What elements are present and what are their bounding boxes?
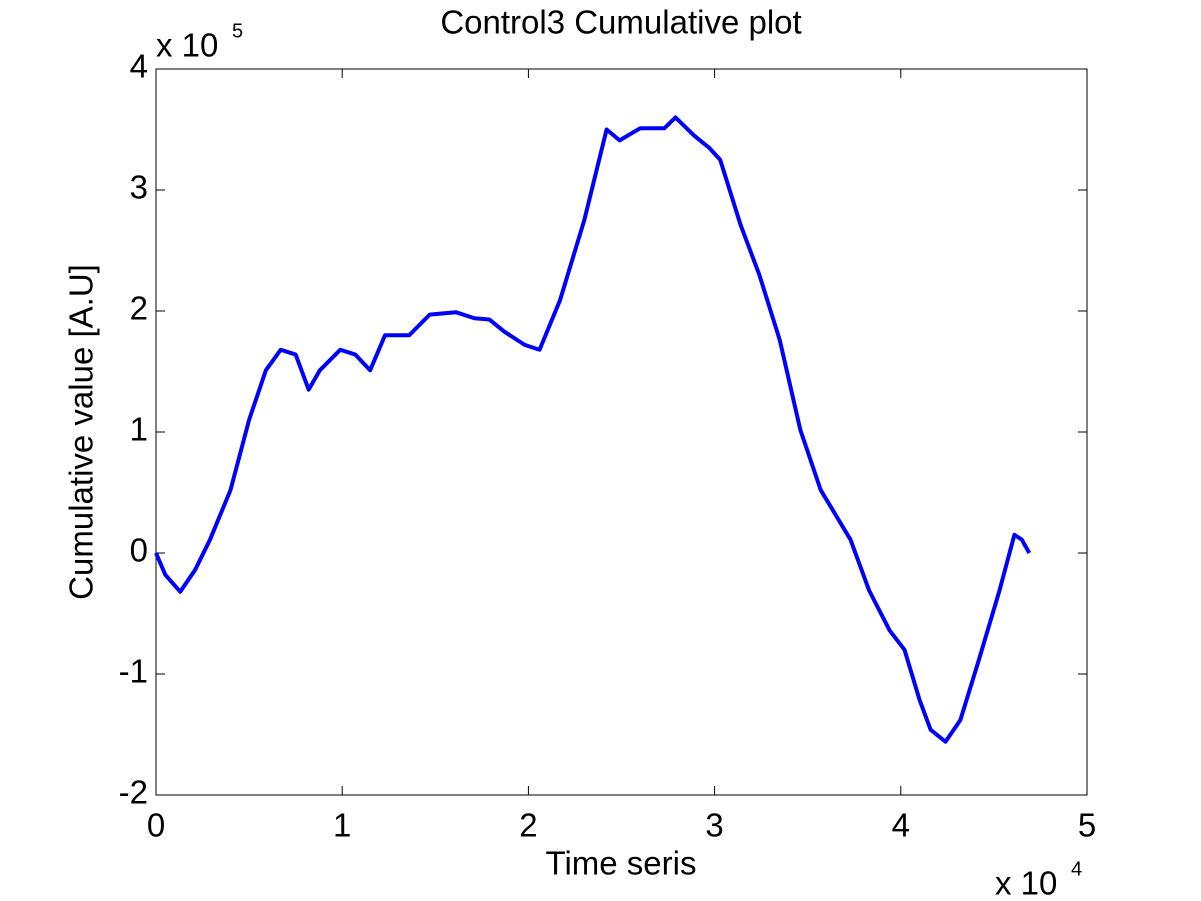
y-tick-label: 3 (130, 169, 148, 206)
x-tick-label: 5 (1078, 807, 1096, 844)
y-tick-label: 1 (130, 411, 148, 448)
y-tick-label: 2 (130, 290, 148, 327)
y-tick-label: -1 (119, 653, 148, 690)
x-multiplier: x 10 (995, 865, 1057, 901)
y-axis-label: Cumulative value [A.U] (63, 264, 100, 600)
x-axis-label: Time seris (546, 845, 697, 882)
chart-title: Control3 Cumulative plot (440, 4, 801, 41)
plot-frame (155, 68, 1088, 796)
x-tick-label: 1 (333, 807, 351, 844)
x-tick-label: 4 (892, 807, 910, 844)
y-multiplier: x 10 (156, 27, 218, 64)
data-line (154, 115, 1032, 744)
x-tick-label: 3 (705, 807, 723, 844)
x-multiplier-exponent: 4 (1071, 858, 1082, 880)
y-tick-label: -2 (119, 774, 148, 811)
x-tick-label: 2 (519, 807, 537, 844)
y-tick-label: 4 (130, 48, 148, 85)
y-tick-label: 0 (130, 532, 148, 569)
x-tick-label: 0 (147, 807, 165, 844)
y-multiplier-exponent: 5 (232, 20, 243, 42)
